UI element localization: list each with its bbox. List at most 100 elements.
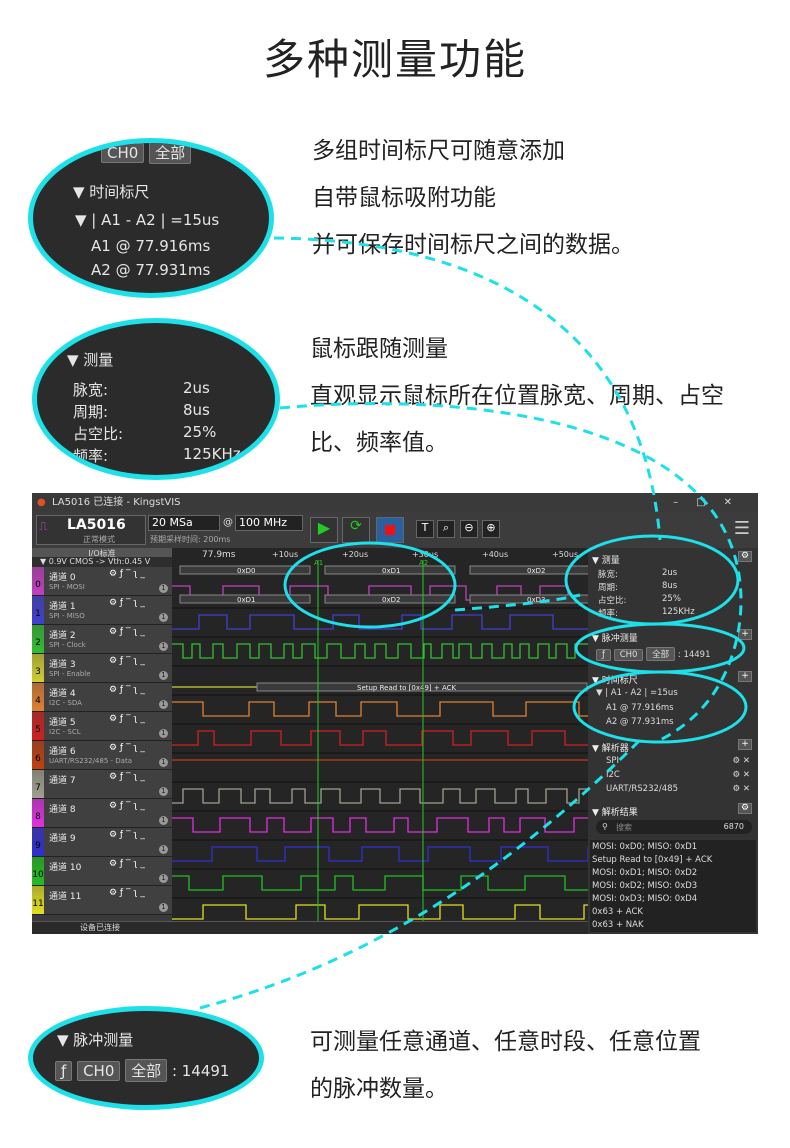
loop-button[interactable]: ⟳ [342,517,370,543]
trigger-controls[interactable]: ⚙ ƒ ‾ ʅ _ [109,714,145,724]
add-ruler-button[interactable]: + [738,671,752,682]
trigger-controls[interactable]: ⚙ ƒ ‾ ʅ _ [109,859,145,869]
trigger-controls[interactable]: ⚙ ƒ ‾ ʅ _ [109,772,145,782]
measure-settings-button[interactable]: ⚙ [738,551,752,562]
maximize-button[interactable]: □ [696,497,724,508]
waveform-area[interactable]: 77.9ms +10us +20us +30us +40us +50us 0xD0 0xD1 0… [172,548,631,928]
channel-name[interactable]: 通道 0 [49,573,76,583]
result-item[interactable]: MOSI: 0xD0; MISO: 0xD1 [592,842,698,852]
trigger-controls[interactable]: ⚙ ƒ ‾ ʅ _ [109,627,145,637]
channel-name[interactable]: 通道 6 [49,747,76,757]
channel-name[interactable]: 通道 2 [49,631,76,641]
trigger-controls[interactable]: ⚙ ƒ ‾ ʅ _ [109,888,145,898]
zoom-out-icon[interactable]: ⊖ [460,520,478,538]
trigger-controls[interactable]: ⚙ ƒ ‾ ʅ _ [109,801,145,811]
close-button[interactable]: ✕ [723,497,750,508]
channel-color-tab: 10 [32,857,44,885]
expected-time: 预期采样时间: 200ms [150,535,231,544]
analyzer-actions[interactable]: ⚙ ✕ [732,756,750,766]
io-standard-label: I/O标准 [32,548,172,558]
analyzer-actions[interactable]: ⚙ ✕ [732,770,750,780]
menu-icon[interactable]: ☰ [733,518,750,539]
result-item[interactable]: Setup Read to [0x49] + ACK [592,855,713,865]
channel-protocol: SPI - Clock [49,641,86,649]
channel-badge: 1 [159,700,168,709]
result-item[interactable]: 0x63 + NAK [592,920,644,930]
channel-badge: 1 [159,874,168,883]
channel-name[interactable]: 通道 1 [49,602,76,612]
io-standard-select[interactable]: ▼ 0.9V CMOS -> Vth:0.45 V [32,557,172,567]
feature2-text: 鼠标跟随测量 直观显示鼠标所在位置脉宽、周期、占空 比、频率值。 [310,336,724,456]
channel-row[interactable]: 1 通道 1 SPI - MISO ⚙ ƒ ‾ ʅ _ 1 [32,596,172,625]
trigger-controls[interactable]: ⚙ ƒ ‾ ʅ _ [109,685,145,695]
channel-color-tab: 8 [32,799,44,827]
channel-row[interactable]: 6 通道 6 UART/RS232/485 - Data ⚙ ƒ ‾ ʅ _ 1 [32,741,172,770]
channel-waveform [172,643,590,659]
channel-row[interactable]: 4 通道 4 I2C - SDA ⚙ ƒ ‾ ʅ _ 1 [32,683,172,712]
measure-title[interactable]: ▼ 测量 [592,556,620,566]
ruler-tick: +40us [482,550,508,559]
analyzers-title[interactable]: ▼ 解析器 [592,744,629,754]
channel-protocol: SPI - Enable [49,670,91,678]
channel-row[interactable]: 9 通道 9 ⚙ ƒ ‾ ʅ _ 1 [32,828,172,857]
decode-label: 0xD1 [237,596,255,604]
trigger-controls[interactable]: ⚙ ƒ ‾ ʅ _ [109,598,145,608]
result-item[interactable]: 0x63 + ACK [592,907,643,917]
zoom-fit-icon[interactable]: ⌕ [437,520,455,538]
channel-name[interactable]: 通道 8 [49,805,76,815]
page-title: 多种测量功能 [262,35,527,84]
result-item[interactable]: MOSI: 0xD1; MISO: 0xD2 [592,868,698,878]
channel-name[interactable]: 通道 3 [49,660,76,670]
analyzer-actions[interactable]: ⚙ ✕ [732,784,750,794]
result-item[interactable]: MOSI: 0xD3; MISO: 0xD4 [592,894,698,904]
trigger-controls[interactable]: ⚙ ƒ ‾ ʅ _ [109,830,145,840]
title-bar: ● LA5016 已连接 - KingstVIS –□✕ [32,493,758,512]
feature3-text: 可测量任意通道、任意时段、任意位置 的脉冲数量。 [310,1029,701,1102]
channel-name[interactable]: 通道 11 [49,892,82,902]
pulse-title[interactable]: ▼ 脉冲测量 [592,634,638,644]
channel-row[interactable]: 11 通道 11 ⚙ ƒ ‾ ʅ _ 1 [32,886,172,915]
channel-row[interactable]: 8 通道 8 ⚙ ƒ ‾ ʅ _ 1 [32,799,172,828]
cursor-label[interactable]: A1 [314,559,323,567]
channel-row[interactable]: 3 通道 3 SPI - Enable ⚙ ƒ ‾ ʅ _ 1 [32,654,172,683]
minimize-button[interactable]: – [673,497,697,508]
results-settings-button[interactable]: ⚙ [738,803,752,814]
decode-label: 0xD3 [527,596,545,604]
channel-row[interactable]: 10 通道 10 ⚙ ƒ ‾ ʅ _ 1 [32,857,172,886]
channel-protocol: I2C - SDA [49,699,82,707]
decode-label: 0xD2 [382,596,400,604]
results-title[interactable]: ▼ 解析结果 [592,808,638,818]
trigger-controls[interactable]: ⚙ ƒ ‾ ʅ _ [109,656,145,666]
add-analyzer-button[interactable]: + [738,739,752,750]
ruler-tick: +20us [342,550,368,559]
kingstvis-window: ● LA5016 已连接 - KingstVIS –□✕ LA5016 正常模式 ⎍… [32,493,758,934]
add-pulse-button[interactable]: + [738,629,752,640]
device-icon: ⎍ [39,519,48,533]
device-box[interactable]: LA5016 正常模式 ⎍ [36,515,146,545]
channel-row[interactable]: 7 通道 7 ⚙ ƒ ‾ ʅ _ 1 [32,770,172,799]
text-tool-icon[interactable]: T [416,520,434,538]
trigger-controls[interactable]: ⚙ ƒ ‾ ʅ _ [109,743,145,753]
channel-name[interactable]: 通道 5 [49,718,76,728]
channel-row[interactable]: 0 通道 0 SPI - MOSI ⚙ ƒ ‾ ʅ _ 1 [32,567,172,596]
cursor-label[interactable]: A2 [419,559,428,567]
channel-name[interactable]: 通道 10 [49,863,82,873]
channel-name[interactable]: 通道 9 [49,834,76,844]
channel-badge: 1 [159,613,168,622]
channel-row[interactable]: 2 通道 2 SPI - Clock ⚙ ƒ ‾ ʅ _ 1 [32,625,172,654]
stop-button[interactable] [376,517,404,543]
sample-rate-select[interactable]: 100 MHz [235,515,303,531]
start-button[interactable]: ▶ [310,517,338,543]
measure-callout: ▼ 测量 脉宽: 2us 周期: 8us 占空比: 25% 频率: 125KHz [32,318,280,480]
result-item[interactable]: MOSI: 0xD2; MISO: 0xD3 [592,881,698,891]
channel-row[interactable]: 5 通道 5 I2C - SCL ⚙ ƒ ‾ ʅ _ 1 [32,712,172,741]
sample-count-select[interactable]: 20 MSa [148,515,220,531]
ruler-title[interactable]: ▼ 时间标尺 [592,676,638,686]
channel-name[interactable]: 通道 4 [49,689,76,699]
channel-color-tab: 9 [32,828,44,856]
channel-waveform [172,817,597,833]
zoom-in-icon[interactable]: ⊕ [482,520,500,538]
results-search-input[interactable]: ⚲ 搜索 6870 [596,820,752,834]
channel-name[interactable]: 通道 7 [49,776,76,786]
trigger-controls[interactable]: ⚙ ƒ ‾ ʅ _ [109,569,145,579]
